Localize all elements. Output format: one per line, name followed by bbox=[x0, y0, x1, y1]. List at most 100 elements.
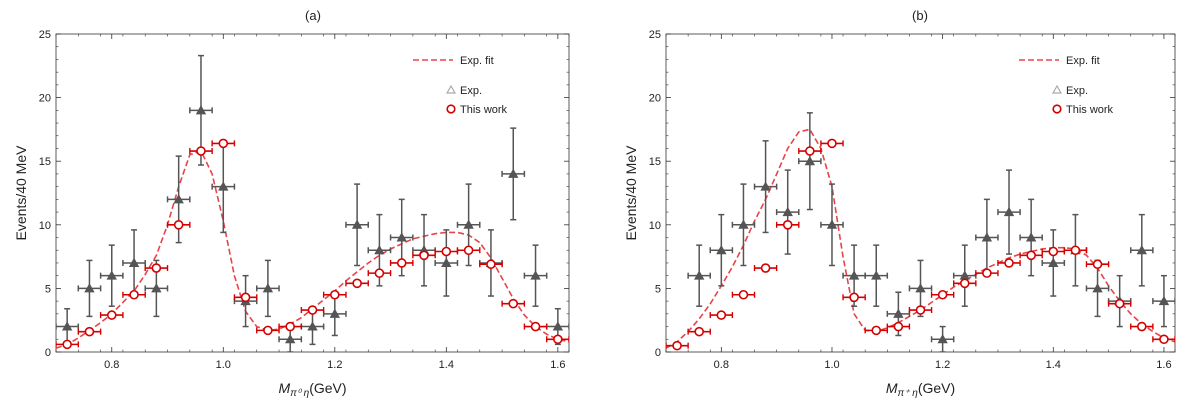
work-point bbox=[871, 325, 882, 336]
work-point bbox=[849, 292, 859, 303]
exp-point bbox=[441, 257, 452, 267]
work-point bbox=[285, 321, 295, 332]
y-tick-label: 20 bbox=[649, 93, 661, 105]
work-point bbox=[218, 138, 229, 149]
work-point bbox=[937, 289, 948, 300]
legend-fit-label: Exp. fit bbox=[1066, 55, 1100, 67]
work-point bbox=[827, 138, 837, 149]
work-point bbox=[374, 268, 385, 278]
exp-point bbox=[530, 270, 541, 280]
x-tick-label: 1.6 bbox=[1156, 359, 1171, 371]
exp-point bbox=[981, 232, 993, 242]
exp-point bbox=[871, 270, 882, 280]
work-point bbox=[1137, 321, 1147, 332]
work-point bbox=[1092, 259, 1103, 270]
work-point bbox=[915, 305, 926, 315]
y-tick-label: 25 bbox=[649, 29, 661, 41]
work-point bbox=[240, 292, 251, 303]
work-point bbox=[330, 289, 340, 300]
legend-exp-label: Exp. bbox=[1066, 85, 1088, 97]
exp-point bbox=[848, 270, 860, 280]
x-tick-label: 1.2 bbox=[327, 359, 342, 371]
plot-area bbox=[666, 112, 1175, 352]
legend-work-label: This work bbox=[1066, 104, 1114, 116]
exp-point bbox=[128, 257, 140, 267]
exp-point bbox=[826, 219, 838, 229]
x-axis-label: Mπ⁺ η(GeV) bbox=[886, 380, 955, 399]
work-point bbox=[738, 289, 749, 300]
exp-point bbox=[1025, 232, 1037, 242]
exp-point bbox=[915, 283, 926, 293]
exp-point bbox=[804, 155, 816, 166]
work-point bbox=[129, 289, 139, 300]
work-point bbox=[1159, 334, 1169, 345]
exp-point bbox=[396, 232, 407, 242]
work-point bbox=[893, 321, 904, 332]
work-point bbox=[530, 321, 541, 332]
work-point bbox=[441, 246, 452, 257]
work-point bbox=[1048, 246, 1059, 257]
chart-panel-b: (b) 0 5 10 15 20 25 0.8 1.0 1.2 1.4 1.6 Events/40 Me… bbox=[623, 8, 1176, 399]
y-tick-label: 0 bbox=[655, 347, 661, 359]
work-point bbox=[1070, 245, 1081, 256]
fit-curve bbox=[666, 128, 1175, 349]
x-tick-label: 1.4 bbox=[439, 359, 454, 371]
legend-exp-swatch bbox=[445, 84, 457, 94]
exp-point bbox=[329, 308, 340, 318]
work-point bbox=[62, 339, 72, 350]
work-point bbox=[352, 278, 362, 289]
exp-point bbox=[937, 333, 948, 344]
work-point bbox=[672, 340, 682, 351]
work-point bbox=[1026, 250, 1036, 261]
legend-work-swatch bbox=[446, 104, 456, 114]
x-tick-label: 1.0 bbox=[824, 359, 839, 371]
exp-point bbox=[195, 104, 207, 115]
x-tick-label: 1.6 bbox=[550, 359, 565, 371]
y-tick-label: 15 bbox=[649, 156, 661, 168]
y-tick-label: 5 bbox=[45, 283, 51, 295]
x-axis-label-main: M bbox=[886, 380, 898, 396]
work-point bbox=[716, 310, 727, 320]
exp-point bbox=[61, 321, 73, 331]
work-point bbox=[782, 220, 793, 230]
plot-area bbox=[56, 54, 569, 352]
work-point bbox=[173, 220, 184, 230]
x-axis-label: Mπ⁰ η(GeV) bbox=[278, 380, 346, 399]
exp-point bbox=[738, 219, 749, 229]
exp-point bbox=[1158, 295, 1170, 306]
exp-point bbox=[106, 270, 117, 280]
exp-point bbox=[351, 219, 363, 229]
exp-point bbox=[508, 168, 519, 178]
x-axis-label-sub: π⁰ η bbox=[290, 388, 309, 399]
exp-point bbox=[285, 333, 296, 344]
exp-point bbox=[716, 244, 727, 255]
work-point bbox=[463, 245, 474, 256]
x-axis-label-unit: (GeV) bbox=[309, 380, 346, 396]
exp-point bbox=[218, 181, 229, 191]
x-axis-label-sub: π⁺ η bbox=[898, 388, 919, 399]
legend-work-label: This work bbox=[460, 104, 508, 116]
legend-exp-swatch bbox=[1051, 84, 1063, 94]
work-point bbox=[1114, 298, 1125, 309]
exp-point bbox=[760, 181, 771, 191]
plot-frame bbox=[665, 33, 1176, 353]
work-point bbox=[106, 310, 117, 320]
exp-point bbox=[782, 206, 793, 217]
x-tick-label: 1.4 bbox=[1046, 359, 1061, 371]
work-point bbox=[307, 305, 318, 315]
y-tick-label: 0 bbox=[45, 347, 51, 359]
work-point bbox=[805, 146, 815, 156]
exp-point bbox=[1092, 283, 1103, 293]
work-point bbox=[760, 263, 771, 273]
exp-point bbox=[84, 283, 95, 293]
work-point bbox=[419, 250, 429, 261]
exp-point bbox=[1048, 257, 1059, 267]
exp-point bbox=[374, 244, 385, 255]
work-point bbox=[982, 268, 992, 278]
plot-frame bbox=[55, 33, 570, 353]
x-axis-label-unit: (GeV) bbox=[918, 380, 955, 396]
chart-title: (b) bbox=[912, 8, 928, 23]
legend-work-swatch bbox=[1052, 104, 1062, 114]
y-axis-label: Events/40 MeV bbox=[13, 145, 29, 241]
